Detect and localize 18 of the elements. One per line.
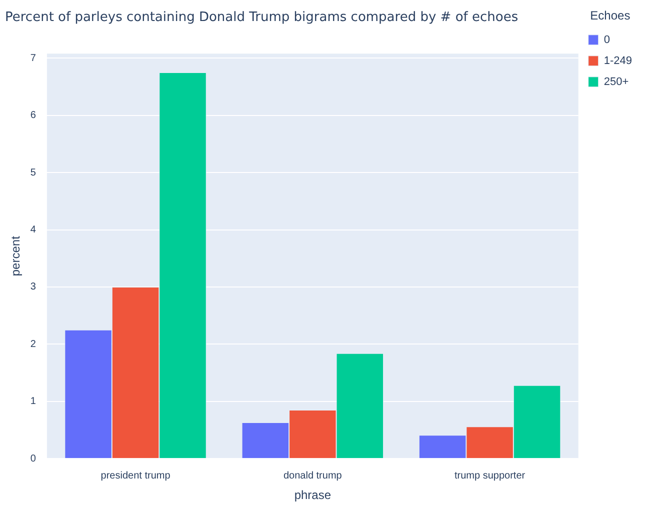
x-tick-label: president trump (100, 470, 171, 482)
chart-title: Percent of parleys containing Donald Trump bigrams compared by # of echoes (5, 10, 518, 26)
y-tick-label: 7 (30, 52, 36, 64)
legend-title: Echoes (590, 8, 630, 22)
legend-label: 0 (604, 34, 610, 46)
y-tick-label: 0 (30, 453, 36, 464)
x-tick-label: trump supporter (454, 470, 526, 482)
y-tick-label: 1 (30, 396, 36, 408)
y-tick-label: 3 (30, 282, 36, 293)
x-axis-title: phrase (294, 488, 332, 502)
legend-label: 1-249 (604, 54, 632, 67)
y-axis-title: percent (8, 235, 23, 276)
legend-label: 250+ (604, 76, 629, 88)
y-tick-label: 5 (30, 167, 36, 178)
x-tick-label: donald trump (283, 470, 342, 482)
y-tick-label: 4 (30, 224, 36, 236)
y-tick-label: 6 (30, 110, 36, 122)
y-tick-label: 2 (30, 338, 36, 350)
